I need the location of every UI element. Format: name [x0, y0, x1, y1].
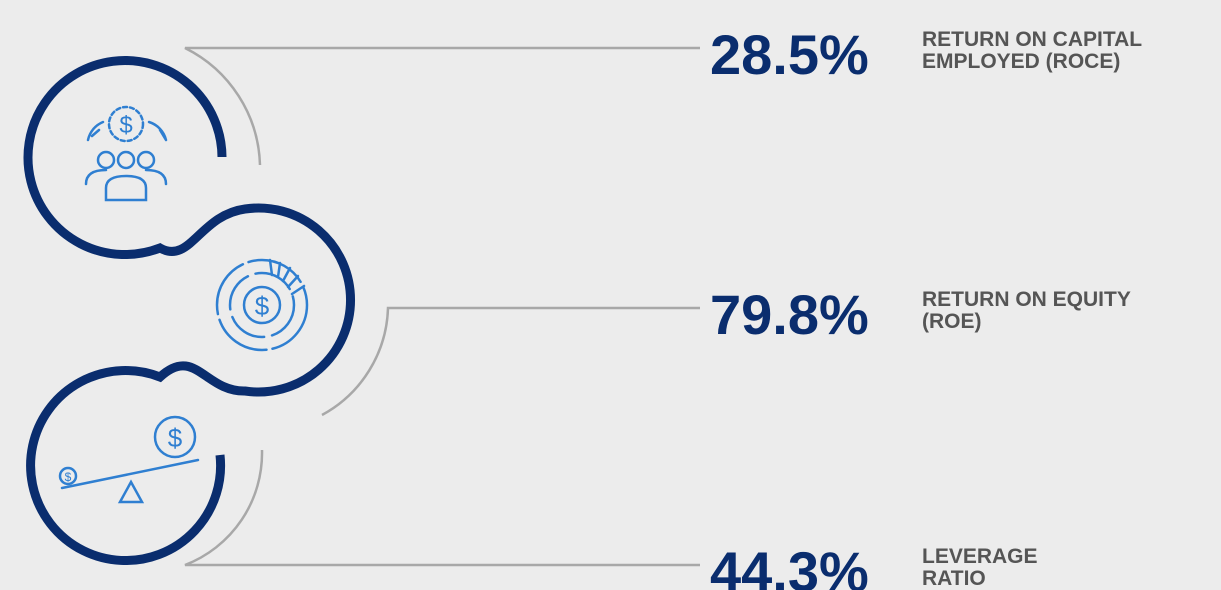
- s-curve: [23, 56, 356, 566]
- svg-text:$: $: [255, 291, 270, 321]
- metric-label: RETURN ON CAPITAL: [922, 28, 1142, 51]
- svg-text:$: $: [168, 423, 183, 453]
- metric-label: RATIO: [922, 567, 986, 590]
- connector-2: [321, 306, 700, 417]
- svg-text:$: $: [119, 112, 132, 139]
- icon-equity: $: [215, 258, 309, 352]
- metric-label: (ROE): [922, 310, 982, 333]
- metric-value: 28.5%: [710, 23, 869, 86]
- icon-leverage: $ $: [58, 415, 200, 504]
- metric-value: 79.8%: [710, 283, 869, 346]
- connector-3: [184, 449, 700, 567]
- metric-value: 44.3%: [710, 540, 869, 590]
- icon-people-money: $: [84, 105, 168, 202]
- metric-label: LEVERAGE: [922, 545, 1038, 568]
- connector-1: [184, 46, 700, 166]
- svg-text:$: $: [65, 470, 72, 484]
- metric-label: EMPLOYED (ROCE): [922, 50, 1120, 73]
- metric-label: RETURN ON EQUITY: [922, 288, 1131, 311]
